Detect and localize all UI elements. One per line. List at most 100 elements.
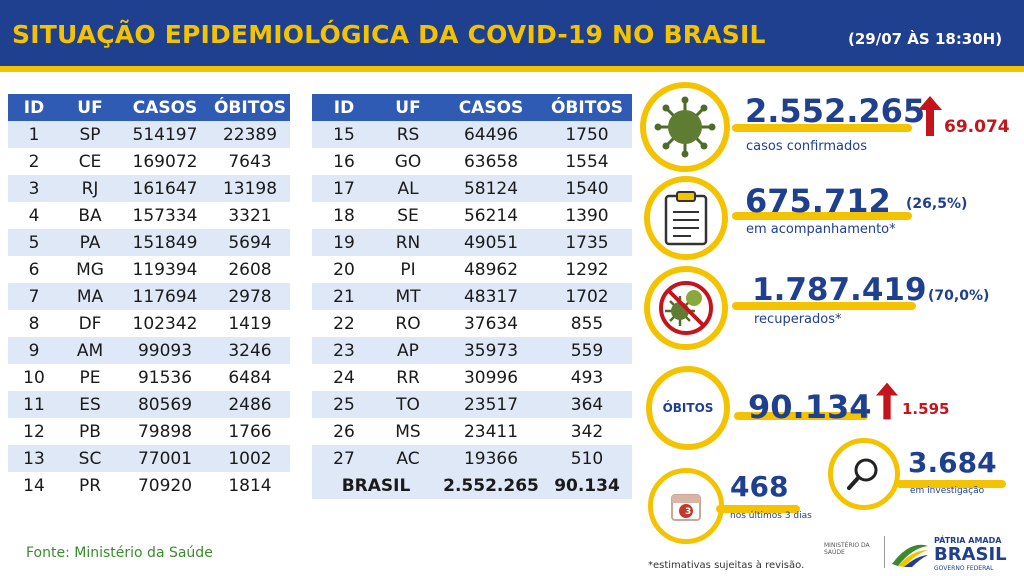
cell-casos: 19366 — [440, 445, 542, 472]
cell-casos: 37634 — [440, 310, 542, 337]
cell-uf: ES — [60, 391, 120, 418]
cell-casos: 56214 — [440, 202, 542, 229]
cell-obitos: 2486 — [210, 391, 290, 418]
cell-obitos: 493 — [542, 364, 632, 391]
magnifier-icon — [847, 458, 878, 490]
cell-uf: MG — [60, 256, 120, 283]
monitoring-value: 675.712 — [745, 182, 891, 220]
investigation-label: em investigação — [910, 486, 985, 496]
cell-casos: 48317 — [440, 283, 542, 310]
cell-id: 8 — [8, 310, 60, 337]
cell-obitos: 1554 — [542, 148, 632, 175]
cell-uf: AL — [376, 175, 440, 202]
table-row: 26 MS 23411 342 — [312, 418, 632, 445]
cell-uf: RJ — [60, 175, 120, 202]
arrow-up-icon — [918, 96, 942, 136]
cell-obitos: 1002 — [210, 445, 290, 472]
cell-obitos: 1766 — [210, 418, 290, 445]
header-casos: CASOS — [120, 94, 210, 121]
states-table-left: ID UF CASOS ÓBITOS 1 SP 514197 22389 2 CE 1690… — [8, 94, 290, 499]
confirmed-increase: 69.074 — [944, 117, 1010, 137]
source-text: Fonte: Ministério da Saúde — [26, 545, 213, 561]
arrow-up-icon — [876, 382, 898, 420]
header-casos: CASOS — [440, 94, 542, 121]
total-label: BRASIL — [312, 472, 440, 499]
cell-uf: RR — [376, 364, 440, 391]
cell-casos: 151849 — [120, 229, 210, 256]
table-row: 8 DF 102342 1419 — [8, 310, 290, 337]
recent-circle: 3 — [648, 468, 724, 544]
cell-casos: 119394 — [120, 256, 210, 283]
cell-id: 25 — [312, 391, 376, 418]
cell-uf: AC — [376, 445, 440, 472]
total-casos: 2.552.265 — [440, 472, 542, 499]
cell-uf: PA — [60, 229, 120, 256]
cell-id: 12 — [8, 418, 60, 445]
recovered-circle — [644, 266, 728, 350]
table-row: 18 SE 56214 1390 — [312, 202, 632, 229]
cell-obitos: 13198 — [210, 175, 290, 202]
cell-id: 17 — [312, 175, 376, 202]
cell-id: 24 — [312, 364, 376, 391]
recovered-pct: (70,0%) — [928, 288, 990, 304]
cell-obitos: 510 — [542, 445, 632, 472]
cell-obitos: 5694 — [210, 229, 290, 256]
cell-id: 23 — [312, 337, 376, 364]
recovered-label: recuperados* — [754, 312, 842, 327]
cell-casos: 91536 — [120, 364, 210, 391]
brazil-flag-icon — [892, 544, 928, 567]
cell-casos: 30996 — [440, 364, 542, 391]
cell-casos: 23411 — [440, 418, 542, 445]
cell-obitos: 1702 — [542, 283, 632, 310]
cell-uf: DF — [60, 310, 120, 337]
header-banner: SITUAÇÃO EPIDEMIOLÓGICA DA COVID-19 NO B… — [0, 0, 1024, 72]
cell-casos: 80569 — [120, 391, 210, 418]
cell-id: 1 — [8, 121, 60, 148]
cell-casos: 35973 — [440, 337, 542, 364]
cell-id: 9 — [8, 337, 60, 364]
cell-obitos: 22389 — [210, 121, 290, 148]
cell-obitos: 855 — [542, 310, 632, 337]
table-row: 7 MA 117694 2978 — [8, 283, 290, 310]
cell-id: 15 — [312, 121, 376, 148]
cell-casos: 161647 — [120, 175, 210, 202]
table-row: 23 AP 35973 559 — [312, 337, 632, 364]
calendar-icon — [671, 494, 701, 521]
recovered-value: 1.787.419 — [752, 272, 927, 308]
table-row: 19 RN 49051 1735 — [312, 229, 632, 256]
monitoring-pct: (26,5%) — [906, 196, 968, 212]
cell-casos: 64496 — [440, 121, 542, 148]
cell-uf: PI — [376, 256, 440, 283]
cell-id: 19 — [312, 229, 376, 256]
cell-obitos: 1735 — [542, 229, 632, 256]
cell-uf: SE — [376, 202, 440, 229]
deaths-value: 90.134 — [748, 388, 872, 426]
table-row: 11 ES 80569 2486 — [8, 391, 290, 418]
cell-obitos: 342 — [542, 418, 632, 445]
cell-casos: 23517 — [440, 391, 542, 418]
investigation-value: 3.684 — [908, 446, 997, 479]
cell-uf: BA — [60, 202, 120, 229]
cell-uf: RO — [376, 310, 440, 337]
table-row: 20 PI 48962 1292 — [312, 256, 632, 283]
update-date: (29/07 ÀS 18:30H) — [848, 30, 1003, 48]
cell-uf: AM — [60, 337, 120, 364]
confirmed-value: 2.552.265 — [745, 92, 926, 130]
gov-logo-top: PÁTRIA AMADA — [934, 536, 1002, 545]
cell-uf: RN — [376, 229, 440, 256]
cell-id: 2 — [8, 148, 60, 175]
cell-obitos: 1292 — [542, 256, 632, 283]
cell-casos: 117694 — [120, 283, 210, 310]
calendar-number: 3 — [685, 507, 692, 517]
cell-uf: CE — [60, 148, 120, 175]
cell-casos: 70920 — [120, 472, 210, 499]
cell-id: 21 — [312, 283, 376, 310]
table-header-row: ID UF CASOS ÓBITOS — [312, 94, 632, 121]
table-row: 13 SC 77001 1002 — [8, 445, 290, 472]
cell-id: 26 — [312, 418, 376, 445]
cell-obitos: 7643 — [210, 148, 290, 175]
deaths-increase: 1.595 — [902, 400, 950, 418]
cell-obitos: 6484 — [210, 364, 290, 391]
investigation-circle — [828, 438, 900, 510]
cell-uf: PE — [60, 364, 120, 391]
